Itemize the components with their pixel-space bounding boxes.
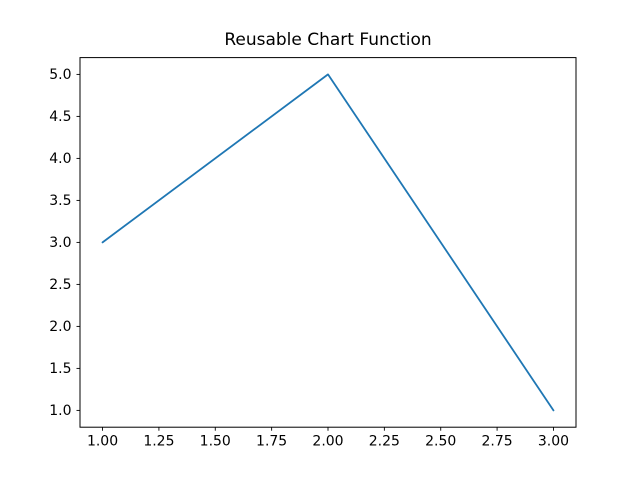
y-tick-label: 1.0 [49, 403, 71, 419]
y-tick-label: 4.5 [49, 109, 71, 125]
x-tick-label: 1.00 [87, 434, 118, 450]
plot-area: 1.00 1.25 1.50 1.75 2.00 2.25 2.50 2.75 3.00 1.0 1… [49, 57, 577, 450]
x-tick-label: 1.75 [256, 434, 287, 450]
y-tick-label: 2.5 [49, 277, 71, 293]
y-tick-label: 3.5 [49, 193, 71, 209]
axes-frame [79, 57, 577, 428]
x-tick-label: 2.00 [312, 434, 343, 450]
x-tick-label: 3.00 [538, 434, 569, 450]
y-tick-label: 1.5 [49, 361, 71, 377]
y-tick-label: 3.0 [49, 235, 71, 251]
data-line [101, 73, 555, 412]
chart-title: Reusable Chart Function [224, 30, 431, 50]
x-tick-label: 2.75 [482, 434, 513, 450]
x-tick-label: 1.25 [143, 434, 174, 450]
x-tick-label: 2.25 [369, 434, 400, 450]
y-tick-label: 4.0 [49, 151, 71, 167]
x-tick-label: 1.50 [200, 434, 231, 450]
y-tick-label: 2.0 [49, 319, 71, 335]
y-tick-label: 5.0 [49, 67, 71, 83]
x-tick-label: 2.50 [425, 434, 456, 450]
